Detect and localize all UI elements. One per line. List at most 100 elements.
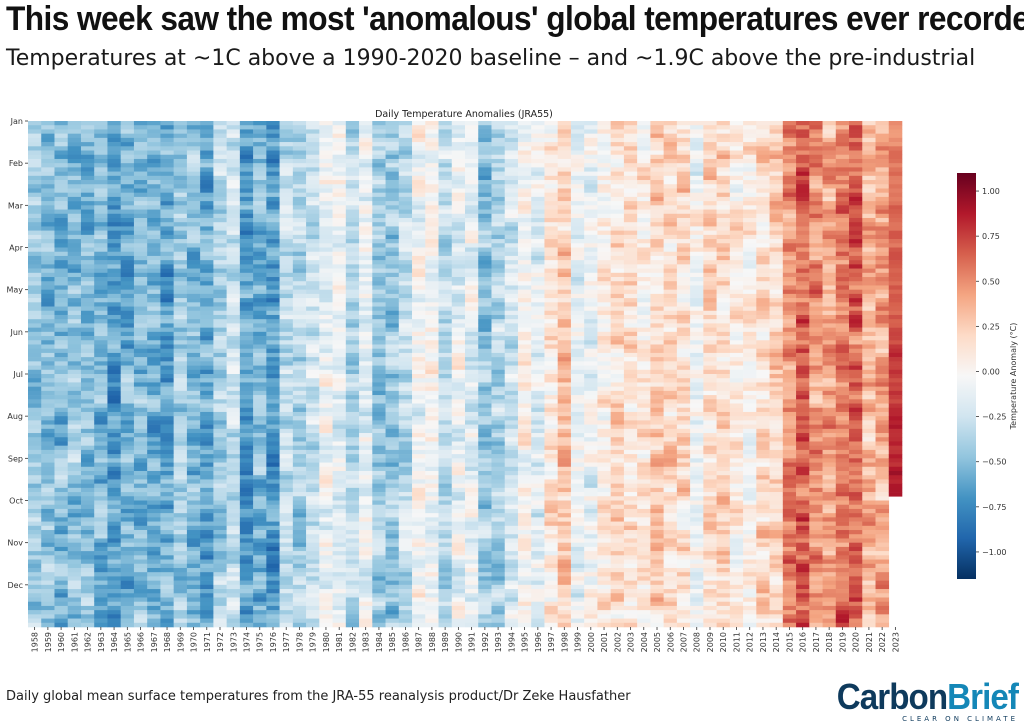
heatmap-cell xyxy=(120,196,135,202)
heatmap-cell xyxy=(292,344,307,349)
heatmap-cell xyxy=(80,167,95,172)
heatmap-cell xyxy=(107,150,121,156)
heatmap-cell xyxy=(451,336,466,341)
heatmap-cell xyxy=(67,462,82,468)
heatmap-cell xyxy=(107,580,121,586)
heatmap-cell xyxy=(359,361,373,366)
heatmap-cell xyxy=(359,205,373,210)
heatmap-cell xyxy=(345,530,360,535)
heatmap-cell xyxy=(226,458,241,463)
heatmap-cell xyxy=(438,167,453,172)
heatmap-cell xyxy=(372,513,386,518)
heatmap-cell xyxy=(359,420,373,425)
heatmap-cell xyxy=(425,479,439,484)
heatmap-cell xyxy=(213,121,227,126)
heatmap-cell xyxy=(28,559,42,565)
heatmap-cell xyxy=(253,576,267,581)
heatmap-cell xyxy=(504,196,519,202)
heatmap-cell xyxy=(372,348,386,354)
heatmap-cell xyxy=(438,521,453,527)
heatmap-cell xyxy=(359,567,373,573)
heatmap-cell xyxy=(28,534,42,539)
heatmap-cell xyxy=(412,454,426,459)
heatmap-cell xyxy=(345,374,360,379)
heatmap-cell xyxy=(517,260,532,265)
heatmap-cell xyxy=(200,605,214,611)
heatmap-cell xyxy=(465,479,479,484)
heatmap-cell xyxy=(54,175,69,181)
heatmap-cell xyxy=(54,610,69,615)
heatmap-cell xyxy=(398,458,413,463)
heatmap-cell xyxy=(319,319,333,324)
heatmap-cell xyxy=(425,285,439,290)
heatmap-cell xyxy=(94,513,108,518)
heatmap-cell xyxy=(107,449,121,455)
heatmap-cell xyxy=(80,302,95,307)
heatmap-cell xyxy=(385,593,400,598)
heatmap-cell xyxy=(332,500,347,506)
heatmap-cell xyxy=(200,567,214,573)
heatmap-cell xyxy=(120,470,135,476)
heatmap-cell xyxy=(531,496,545,501)
heatmap-cell xyxy=(544,441,558,446)
heatmap-cell xyxy=(186,496,201,501)
heatmap-cell xyxy=(186,137,201,143)
heatmap-cell xyxy=(544,348,558,354)
heatmap-cell xyxy=(107,504,121,510)
heatmap-cell xyxy=(147,344,161,349)
heatmap-cell xyxy=(425,416,439,421)
heatmap-cell xyxy=(292,508,307,514)
heatmap-cell xyxy=(279,171,294,177)
heatmap-cell xyxy=(186,399,201,404)
heatmap-cell xyxy=(133,576,148,581)
heatmap-cell xyxy=(253,121,267,126)
heatmap-cell xyxy=(253,428,267,434)
heatmap-cell xyxy=(570,251,585,257)
heatmap-cell xyxy=(451,243,466,248)
heatmap-cell xyxy=(398,593,413,598)
heatmap-cell xyxy=(491,302,506,307)
heatmap-cell xyxy=(412,597,426,602)
heatmap-cell xyxy=(133,243,148,248)
heatmap-cell xyxy=(465,344,479,349)
heatmap-cell xyxy=(120,188,135,193)
heatmap-cell xyxy=(80,365,95,371)
heatmap-cell xyxy=(54,496,69,501)
heatmap-cell xyxy=(147,589,161,594)
heatmap-cell xyxy=(465,559,479,565)
heatmap-cell xyxy=(186,331,201,337)
heatmap-cell xyxy=(213,213,227,219)
heatmap-cell xyxy=(239,209,254,215)
heatmap-cell xyxy=(412,530,426,535)
heatmap-cell xyxy=(213,551,227,556)
heatmap-cell xyxy=(438,424,453,430)
heatmap-cell xyxy=(186,306,201,312)
heatmap-cell xyxy=(186,441,201,446)
heatmap-cell xyxy=(292,121,307,126)
heatmap-cell xyxy=(451,310,466,316)
heatmap-cell xyxy=(478,555,492,560)
heatmap-cell xyxy=(504,567,519,573)
heatmap-cell xyxy=(54,504,69,510)
heatmap-cell xyxy=(160,201,174,206)
heatmap-cell xyxy=(306,230,320,236)
heatmap-cell xyxy=(186,344,201,349)
heatmap-cell xyxy=(292,416,307,421)
heatmap-cell xyxy=(438,576,453,581)
heatmap-cell xyxy=(465,226,479,231)
heatmap-cell xyxy=(54,420,69,425)
heatmap-cell xyxy=(425,517,439,522)
heatmap-cell xyxy=(306,133,320,139)
heatmap-cell xyxy=(478,361,492,366)
heatmap-cell xyxy=(41,129,55,134)
heatmap-cell xyxy=(147,420,161,425)
heatmap-cell xyxy=(319,272,333,278)
heatmap-cell xyxy=(292,572,307,577)
heatmap-cell xyxy=(504,572,519,577)
heatmap-cell xyxy=(306,310,320,316)
heatmap-cell xyxy=(491,530,506,535)
heatmap-cell xyxy=(213,163,227,168)
heatmap-cell xyxy=(226,180,241,185)
heatmap-cell xyxy=(120,403,135,409)
heatmap-cell xyxy=(67,146,82,151)
